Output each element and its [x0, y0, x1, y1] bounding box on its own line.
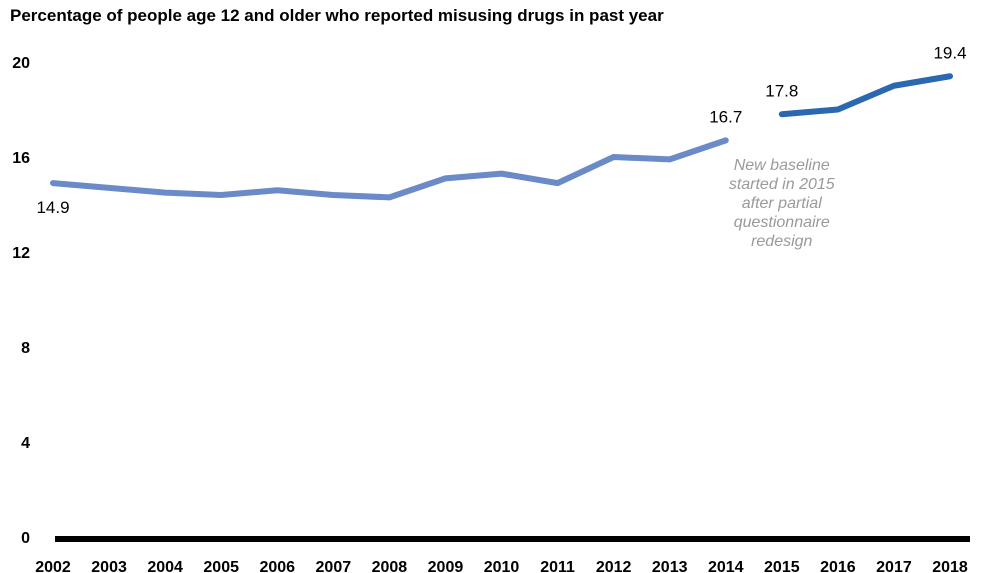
- data-point: [500, 172, 503, 176]
- x-tick-label: 2004: [147, 559, 183, 573]
- data-point: [836, 108, 840, 111]
- data-label: 14.9: [36, 198, 69, 217]
- x-tick-label: 2006: [259, 559, 295, 573]
- chart-title: Percentage of people age 12 and older wh…: [10, 6, 664, 25]
- annotation-line: questionnaire: [734, 214, 830, 231]
- x-tick-label: 2002: [35, 559, 71, 573]
- data-point: [780, 112, 784, 116]
- y-tick-label: 12: [12, 245, 30, 262]
- x-tick-label: 2003: [91, 559, 127, 573]
- annotation-line: New baseline: [734, 157, 830, 174]
- y-tick-label: 0: [21, 530, 30, 547]
- x-tick-label: 2005: [203, 559, 239, 573]
- series-layer: [50, 73, 953, 201]
- data-point: [387, 195, 391, 199]
- y-tick-label: 4: [21, 435, 30, 452]
- data-point: [331, 193, 335, 197]
- y-tick-label: 8: [21, 340, 30, 357]
- data-point: [668, 157, 672, 161]
- data-point: [275, 188, 279, 192]
- x-tick-label: 2009: [428, 559, 464, 573]
- x-axis-ticks: 2002 2003 2004 2005 2006 2007 2008 2009 2010 2011…: [35, 559, 968, 573]
- data-label: 17.8: [765, 81, 798, 100]
- data-point: [724, 138, 728, 142]
- data-label: 16.7: [709, 107, 742, 126]
- x-tick-label: 2010: [484, 559, 520, 573]
- y-tick-label: 20: [12, 55, 30, 72]
- x-tick-label: 2013: [652, 559, 688, 573]
- data-point: [892, 84, 896, 88]
- series-line-2: [778, 73, 953, 118]
- data-point: [219, 193, 223, 197]
- annotation-line: redesign: [751, 233, 812, 250]
- x-tick-label: 2012: [596, 559, 632, 573]
- data-label: 19.4: [933, 43, 966, 62]
- x-tick-label: 2018: [932, 559, 968, 573]
- x-tick-label: 2008: [372, 559, 408, 573]
- series-line-1: [50, 137, 729, 201]
- data-point: [51, 181, 55, 185]
- data-point: [556, 181, 560, 185]
- x-tick-label: 2011: [540, 559, 575, 573]
- baseline-annotation: New baseline started in 2015 after partial…: [729, 157, 835, 250]
- annotation-line: started in 2015: [729, 176, 835, 193]
- x-tick-label: 2016: [820, 559, 856, 573]
- data-point: [107, 186, 111, 190]
- x-tick-label: 2015: [764, 559, 800, 573]
- data-point: [443, 176, 447, 180]
- data-labels: 14.9 16.7 17.8 19.4: [36, 43, 966, 217]
- data-point: [948, 74, 952, 78]
- data-point: [163, 191, 167, 195]
- annotation-line: after partial: [742, 195, 822, 212]
- x-tick-label: 2017: [876, 559, 912, 573]
- x-tick-label: 2007: [316, 559, 352, 573]
- x-tick-label: 2014: [708, 559, 744, 573]
- y-tick-label: 16: [12, 150, 30, 167]
- data-point: [612, 155, 616, 159]
- y-axis-ticks: 0 4 8 12 16 20: [12, 55, 30, 547]
